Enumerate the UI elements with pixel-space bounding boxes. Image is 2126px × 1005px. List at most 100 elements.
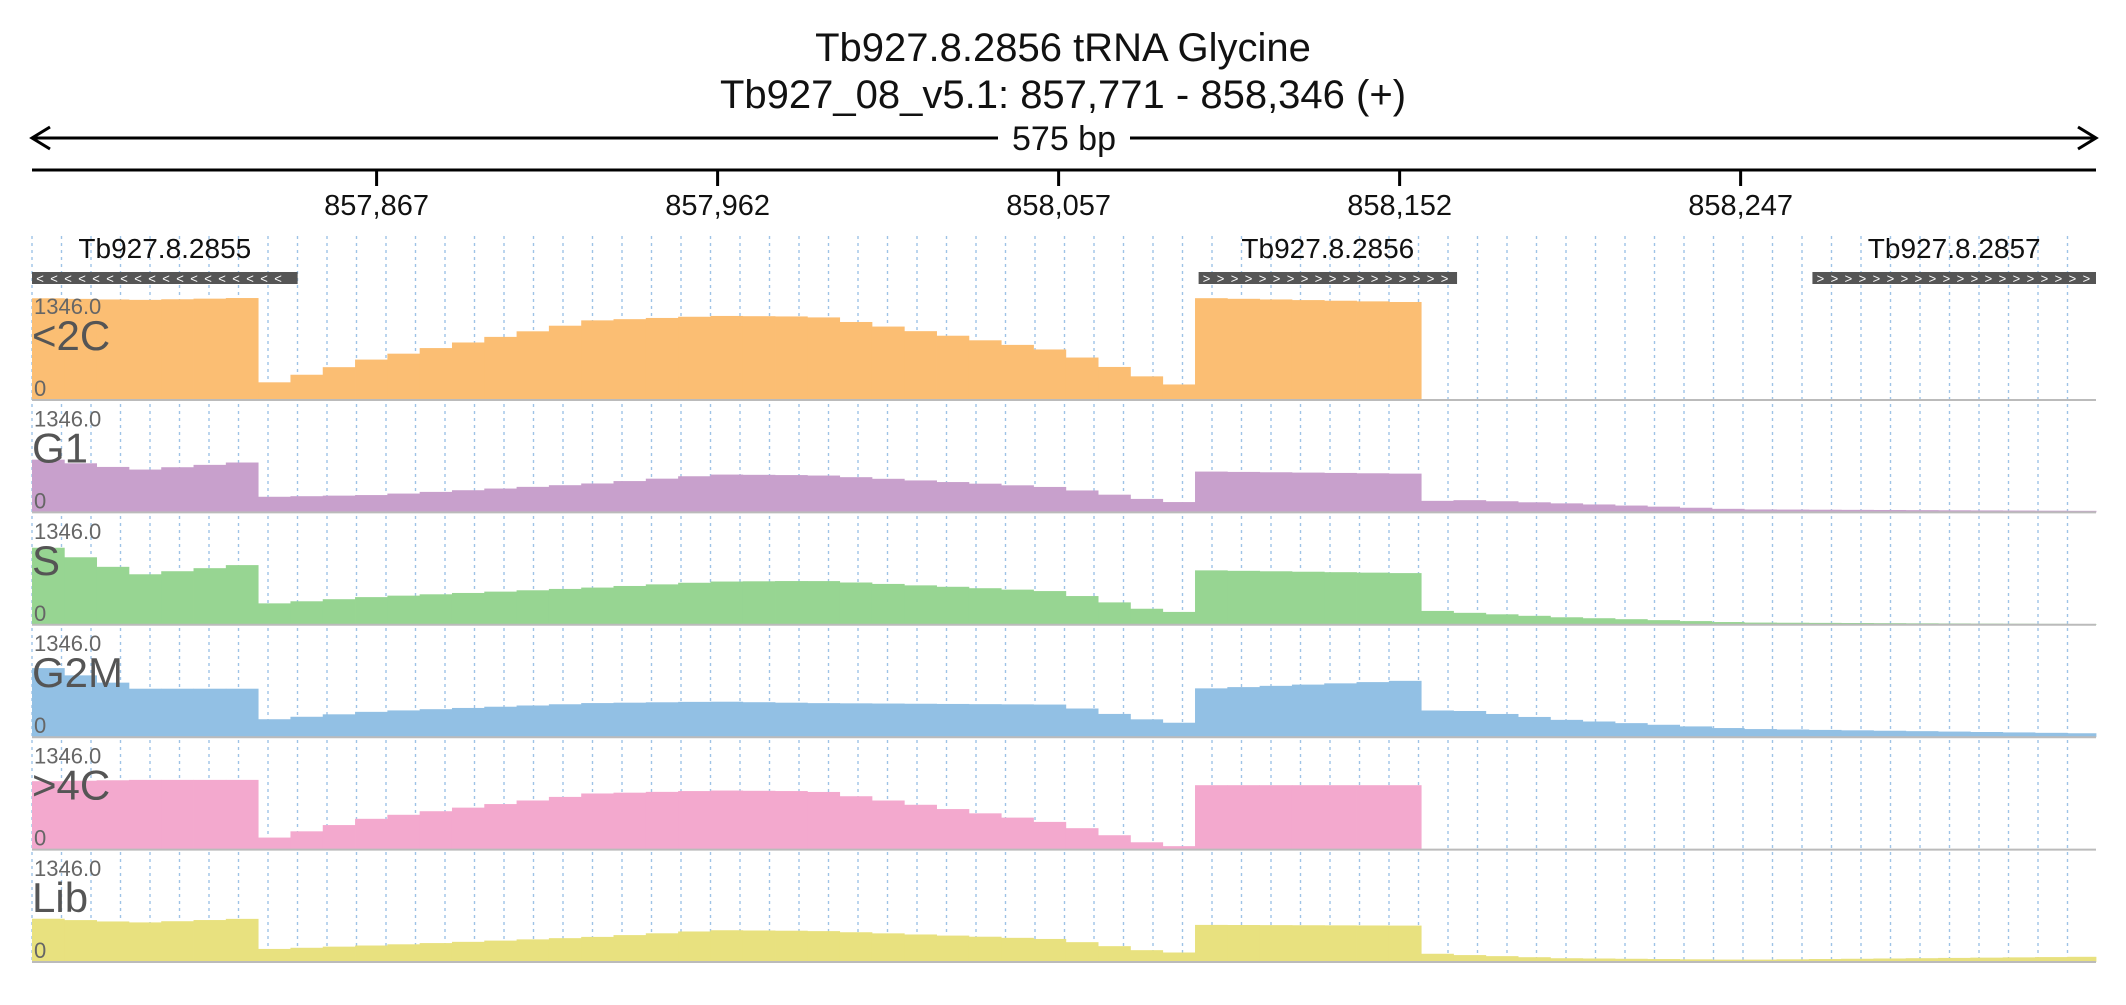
- coverage-bar-5-10: [355, 945, 388, 962]
- coverage-bar-1-12: [419, 491, 453, 513]
- gene-strand-arrow-2: >: [2055, 271, 2063, 286]
- coverage-bar-2-2: [96, 566, 130, 625]
- coverage-bar-1-1: [64, 463, 98, 513]
- coverage-bar-2-53: [1744, 622, 1777, 625]
- coverage-bar-1-37: [1227, 471, 1261, 513]
- coverage-bar-1-21: [710, 474, 744, 513]
- coverage-bar-0-34: [1130, 376, 1164, 400]
- gene-strand-arrow-1: >: [1217, 271, 1225, 286]
- coverage-bar-1-22: [742, 474, 776, 513]
- gene-strand-arrow-1: >: [1413, 271, 1421, 286]
- gene-bar-2: [1812, 272, 2096, 284]
- coverage-bar-2-27: [904, 585, 937, 625]
- coverage-bar-5-23: [775, 930, 808, 962]
- gene-strand-arrow-2: >: [1887, 271, 1895, 286]
- coverage-bar-2-40: [1324, 572, 1357, 625]
- coverage-bar-3-31: [1033, 704, 1067, 738]
- coverage-bar-2-15: [516, 590, 550, 625]
- coverage-bar-0-25: [839, 321, 873, 400]
- gene-strand-arrow-1: >: [1441, 271, 1449, 286]
- coverage-bar-3-13: [451, 707, 485, 738]
- coverage-bar-5-47: [1550, 958, 1584, 962]
- coverage-bar-1-47: [1550, 503, 1584, 513]
- coverage-bar-1-17: [581, 483, 614, 513]
- coverage-bar-0-26: [871, 326, 905, 400]
- coverage-bar-3-1: [64, 675, 98, 738]
- gene-strand-arrow-0: <: [50, 271, 58, 286]
- gene-annotation-track: < < < < < < < < < < < < < < < < < < Tb927.8.2855 > > > > > > > > > >…: [32, 233, 2096, 286]
- coverage-bar-5-35: [1162, 952, 1196, 962]
- coverage-bar-5-55: [1808, 959, 1842, 962]
- coverage-bar-1-18: [613, 481, 647, 513]
- gene-strand-arrow-2: >: [1873, 271, 1881, 286]
- coverage-bar-2-1: [64, 557, 98, 625]
- track-scale-max-2: 1346.0: [34, 519, 101, 544]
- coverage-bar-3-2: [96, 682, 130, 738]
- gene-strand-arrow-0: <: [36, 271, 44, 286]
- gene-strand-arrow-0: <: [106, 271, 114, 286]
- coverage-bar-3-22: [742, 702, 776, 738]
- coverage-bar-3-14: [484, 706, 517, 738]
- coverage-bar-5-52: [1711, 959, 1745, 962]
- coverage-bar-0-30: [1001, 344, 1034, 400]
- coverage-bar-1-14: [484, 488, 517, 513]
- locus-label: Tb927_08_v5.1: 857,771 - 858,346 (+): [720, 73, 1406, 117]
- coverage-bar-1-3: [128, 469, 162, 513]
- coverage-bar-4-18: [613, 792, 647, 850]
- ruler-tick-label-2: 858,057: [1006, 190, 1111, 222]
- coverage-bar-1-11: [387, 493, 421, 513]
- coverage-bar-3-48: [1582, 721, 1616, 738]
- coverage-bar-2-23: [775, 581, 808, 625]
- coverage-bar-0-10: [355, 359, 388, 400]
- coverage-bar-2-52: [1711, 622, 1745, 625]
- track-label-1: G1: [32, 424, 88, 471]
- gene-strand-arrow-2: >: [1859, 271, 1867, 286]
- coverage-bar-1-36: [1195, 471, 1228, 513]
- coverage-bar-3-20: [678, 701, 711, 738]
- coverage-bar-2-38: [1259, 571, 1293, 625]
- coverage-bar-2-39: [1291, 571, 1325, 625]
- coverage-bar-0-8: [290, 374, 324, 400]
- coverage-bar-0-9: [322, 367, 356, 400]
- coverage-bar-1-55: [1808, 509, 1842, 513]
- coverage-bar-3-42: [1388, 680, 1422, 738]
- coverage-bar-5-54: [1776, 959, 1810, 962]
- coverage-bar-5-42: [1388, 925, 1422, 962]
- track-scale-min-1: 0: [34, 488, 46, 513]
- gene-label-1: Tb927.8.2856: [1241, 233, 1414, 264]
- coverage-bar-1-20: [678, 476, 711, 513]
- coverage-bar-0-11: [387, 353, 421, 400]
- coverage-bar-0-42: [1388, 301, 1422, 400]
- track-label-3: G2M: [32, 649, 123, 696]
- coverage-bar-3-46: [1518, 716, 1551, 738]
- track-2: 1346.0 0 S: [32, 519, 2097, 626]
- coverage-bar-4-36: [1195, 785, 1228, 850]
- coverage-bar-5-44: [1453, 955, 1487, 962]
- gene-strand-arrow-0: <: [176, 271, 184, 286]
- coverage-bar-1-38: [1259, 472, 1293, 513]
- coverage-bar-2-28: [936, 586, 970, 625]
- coverage-bar-2-12: [419, 594, 453, 625]
- coverage-bar-3-30: [1001, 704, 1034, 738]
- ruler-tick-label-4: 858,247: [1688, 190, 1793, 222]
- coverage-bar-3-35: [1162, 722, 1196, 738]
- coverage-bar-5-33: [1098, 946, 1131, 962]
- coverage-bar-1-54: [1776, 509, 1810, 513]
- coverage-bar-3-21: [710, 701, 744, 738]
- coverage-bar-0-0: [32, 298, 65, 400]
- coverage-bar-0-38: [1259, 299, 1293, 400]
- coverage-bar-3-49: [1614, 723, 1648, 738]
- coverage-bar-4-32: [1065, 828, 1099, 850]
- coverage-bar-5-43: [1421, 953, 1454, 962]
- coverage-bar-4-28: [936, 809, 970, 850]
- coverage-bar-4-34: [1130, 842, 1164, 850]
- coverage-bar-1-23: [775, 475, 808, 513]
- coverage-bar-3-23: [775, 702, 808, 738]
- coverage-bar-4-6: [225, 779, 259, 850]
- coverage-bar-1-0: [32, 459, 65, 513]
- coverage-bar-4-12: [419, 811, 453, 850]
- track-scale-max-5: 1346.0: [34, 856, 101, 881]
- coverage-bar-3-36: [1195, 688, 1228, 738]
- coverage-bar-1-25: [839, 477, 873, 513]
- gene-strand-arrow-2: >: [1929, 271, 1937, 286]
